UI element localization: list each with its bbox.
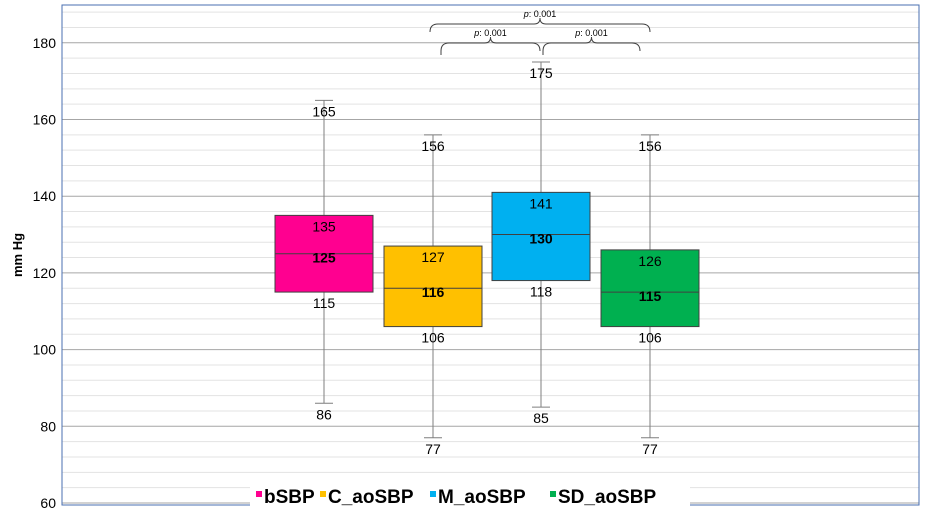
q1-value-label: 106 xyxy=(421,330,445,346)
legend-swatch xyxy=(550,491,556,497)
y-axis-tick-labels: 60 80 100 120 140 160 180 xyxy=(33,35,57,511)
legend-item: C_aoSBP xyxy=(320,487,414,508)
box-bSBP: 165 135 125 115 86 xyxy=(274,99,374,422)
box-series-group: 165 135 125 115 86 156 127 116 106 77 175 141 130 118… xyxy=(274,61,700,457)
p-symbol: p xyxy=(574,28,580,38)
median-value-label: 125 xyxy=(312,250,336,266)
min-value-label: 85 xyxy=(533,410,549,426)
legend-label: M_aoSBP xyxy=(438,487,526,508)
max-value-label: 156 xyxy=(421,138,445,154)
p-value-label: p: 0.001 xyxy=(574,28,608,38)
minor-gridlines xyxy=(62,11,919,489)
min-value-label: 77 xyxy=(642,441,658,457)
legend-label: SD_aoSBP xyxy=(558,487,657,508)
median-value-label: 115 xyxy=(639,288,662,304)
y-axis-label: mm Hg xyxy=(10,233,25,277)
q1-value-label: 115 xyxy=(313,295,336,311)
box-C_aoSBP: 156 127 116 106 77 xyxy=(383,134,483,457)
min-value-label: 86 xyxy=(316,406,332,422)
legend-swatch xyxy=(430,491,436,497)
p-value: : 0.001 xyxy=(529,9,557,19)
iqr-box xyxy=(600,249,700,328)
iqr-box xyxy=(383,245,483,328)
y-tick-label: 160 xyxy=(33,112,57,128)
y-tick-label: 60 xyxy=(40,495,56,511)
legend-swatch xyxy=(320,491,326,497)
legend-item: SD_aoSBP xyxy=(550,487,657,508)
y-tick-label: 80 xyxy=(40,418,56,434)
bracket-line xyxy=(429,17,651,33)
y-tick-label: 180 xyxy=(33,35,57,51)
q3-value-label: 141 xyxy=(529,195,553,211)
median-value-label: 116 xyxy=(422,284,445,300)
legend-label: C_aoSBP xyxy=(328,487,414,508)
legend-item: M_aoSBP xyxy=(430,487,526,508)
q1-value-label: 118 xyxy=(530,284,553,300)
p-symbol: p xyxy=(473,28,479,38)
q3-value-label: 127 xyxy=(421,249,445,265)
legend-item: bSBP xyxy=(256,487,315,508)
q3-value-label: 126 xyxy=(638,253,662,269)
q3-value-label: 135 xyxy=(312,218,336,234)
p-value-label: p: 0.001 xyxy=(473,28,507,38)
legend-label: bSBP xyxy=(264,487,315,508)
max-value-label: 165 xyxy=(312,103,336,119)
p-value: : 0.001 xyxy=(479,28,507,38)
significance-bracket: p: 0.001 xyxy=(440,28,541,55)
significance-bracket: p: 0.001 xyxy=(429,9,651,33)
max-value-label: 175 xyxy=(529,65,553,81)
min-value-label: 77 xyxy=(425,441,441,457)
box-M_aoSBP: 175 141 130 118 85 xyxy=(491,61,591,426)
bracket-line xyxy=(440,36,541,52)
p-value: : 0.001 xyxy=(580,28,608,38)
y-tick-label: 140 xyxy=(33,188,57,204)
median-value-label: 130 xyxy=(529,231,553,247)
legend-swatch xyxy=(256,491,262,497)
max-value-label: 156 xyxy=(638,138,662,154)
legend: bSBP C_aoSBP M_aoSBP SD_aoSBP xyxy=(250,482,690,508)
bracket-line xyxy=(542,36,641,52)
significance-bracket: p: 0.001 xyxy=(542,28,641,55)
y-tick-label: 100 xyxy=(33,342,57,358)
iqr-box xyxy=(491,191,591,282)
q1-value-label: 106 xyxy=(638,330,662,346)
p-symbol: p xyxy=(523,9,529,19)
y-tick-label: 120 xyxy=(33,265,57,281)
box-SD_aoSBP: 156 126 115 106 77 xyxy=(600,134,700,457)
p-value-label: p: 0.001 xyxy=(523,9,557,19)
